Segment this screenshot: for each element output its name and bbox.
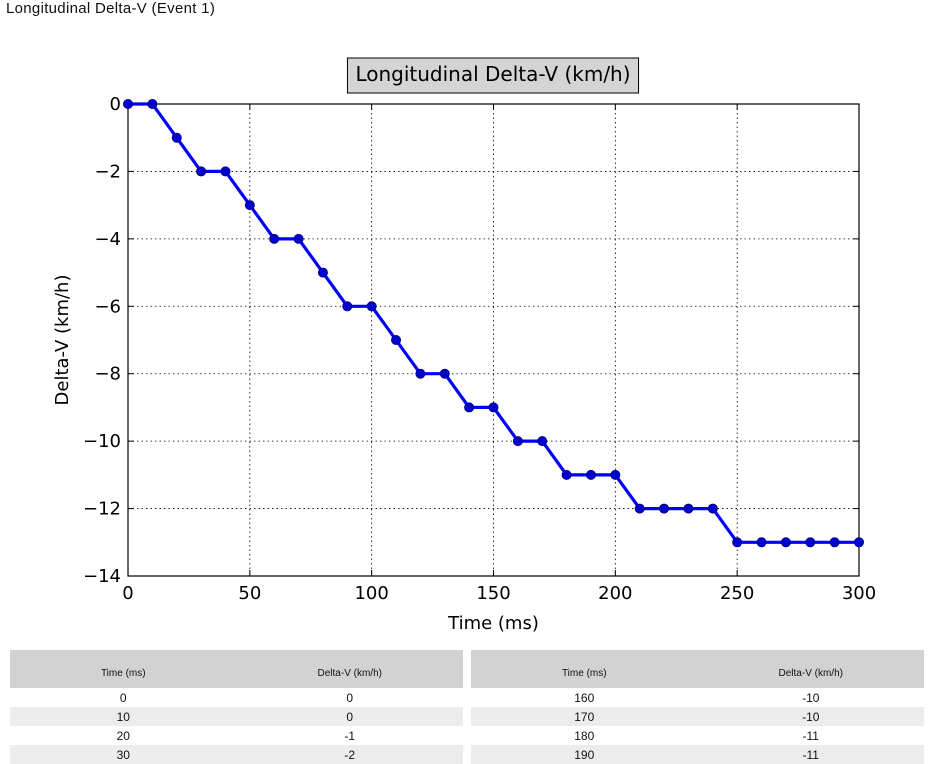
y-tick-label: −10 <box>83 431 121 452</box>
table-row: 20 -1 <box>10 726 463 745</box>
x-tick-label: 150 <box>476 583 510 604</box>
table-header-row: Time (ms) Delta-V (km/h) <box>471 650 924 688</box>
chart-grid <box>128 104 859 576</box>
data-table-right: Time (ms) Delta-V (km/h) 160 -10 170 -10… <box>471 650 924 764</box>
data-point <box>293 233 304 244</box>
table-cell: -10 <box>802 690 820 705</box>
y-axis-label: Delta-V (km/h) <box>52 275 73 406</box>
table-cell: -11 <box>697 745 924 764</box>
x-tick-label: 200 <box>598 583 632 604</box>
data-point <box>585 469 596 480</box>
data-point <box>366 301 377 312</box>
table-cell: 180 <box>574 728 595 743</box>
table-cell: 0 <box>346 690 354 705</box>
table-row: 190 -11 <box>471 745 924 764</box>
chart-title-box: Longitudinal Delta-V (km/h) <box>346 57 640 94</box>
data-point <box>317 267 328 278</box>
data-point <box>244 200 255 211</box>
x-tick-labels: 0 50 100 150 200 250 300 <box>122 583 876 604</box>
data-point <box>537 436 548 447</box>
y-tick-label: −4 <box>94 229 121 250</box>
data-point <box>391 334 402 345</box>
table-cell: 10 <box>10 707 237 726</box>
series-delta-v <box>123 99 865 548</box>
x-axis-label: Time (ms) <box>447 613 539 634</box>
table-row: 10 0 <box>10 707 463 726</box>
table-row: 170 -10 <box>471 707 924 726</box>
data-point <box>805 537 816 548</box>
table-cell: -2 <box>236 745 463 764</box>
x-tick-label: 100 <box>354 583 388 604</box>
table-header-row: Time (ms) Delta-V (km/h) <box>10 650 463 688</box>
table-header-cell: Delta-V (km/h) <box>236 650 463 688</box>
data-point <box>732 537 743 548</box>
axis-ticks <box>127 103 860 577</box>
table-header-cell: Time (ms) <box>471 650 698 688</box>
data-point <box>854 537 865 548</box>
x-tick-label: 0 <box>122 583 133 604</box>
table-cell: 20 <box>116 728 130 743</box>
data-point <box>634 503 645 514</box>
data-point <box>269 233 280 244</box>
data-point <box>196 166 207 177</box>
data-point <box>147 99 158 110</box>
data-point <box>464 402 475 413</box>
x-tick-label: 300 <box>842 583 876 604</box>
data-point <box>829 537 840 548</box>
series-line <box>128 102 859 544</box>
data-point <box>415 368 426 379</box>
data-point <box>610 469 621 480</box>
data-point <box>171 132 182 143</box>
table-row: 30 -2 <box>10 745 463 764</box>
data-point <box>220 166 231 177</box>
x-tick-label: 50 <box>238 583 261 604</box>
chart-title: Longitudinal Delta-V (km/h) <box>355 62 630 86</box>
data-point <box>756 537 767 548</box>
table-cell: 0 <box>119 690 127 705</box>
table-row: 160 -10 <box>471 688 924 707</box>
table-cell: 0 <box>236 707 463 726</box>
y-tick-label: −14 <box>83 566 121 587</box>
table-cell: -10 <box>697 707 924 726</box>
table-row: 0 0 <box>10 688 463 707</box>
data-point <box>439 368 450 379</box>
data-point <box>123 99 134 110</box>
data-point <box>488 402 499 413</box>
page-heading: Longitudinal Delta-V (Event 1) <box>6 0 216 17</box>
y-tick-labels: 0 −2 −4 −6 −8 −10 −12 −14 <box>83 94 121 587</box>
table-cell: 170 <box>471 707 698 726</box>
table-cell: 190 <box>471 745 698 764</box>
data-point <box>707 503 718 514</box>
delta-v-chart: 0 50 100 150 200 250 300 0 −2 −4 −6 −8 −10 −12 −14 Lo… <box>52 57 876 634</box>
y-tick-label: −2 <box>94 161 121 182</box>
table-cell: 160 <box>574 690 595 705</box>
data-point <box>683 503 694 514</box>
data-table-left: Time (ms) Delta-V (km/h) 0 0 10 0 20 -1 … <box>10 650 463 764</box>
table-row: 180 -11 <box>471 726 924 745</box>
x-tick-label: 250 <box>720 583 754 604</box>
data-point <box>342 301 353 312</box>
y-tick-label: −6 <box>94 296 121 317</box>
y-tick-label: −8 <box>94 364 121 385</box>
table-header-cell: Delta-V (km/h) <box>697 650 924 688</box>
y-tick-label: 0 <box>110 94 121 115</box>
y-tick-label: −12 <box>83 499 121 520</box>
data-point <box>561 469 572 480</box>
table-cell: -11 <box>802 728 819 743</box>
data-point <box>512 436 523 447</box>
table-header-cell: Time (ms) <box>10 650 237 688</box>
table-cell: 30 <box>10 745 237 764</box>
data-point <box>659 503 670 514</box>
table-cell: -1 <box>344 728 356 743</box>
data-point <box>780 537 791 548</box>
